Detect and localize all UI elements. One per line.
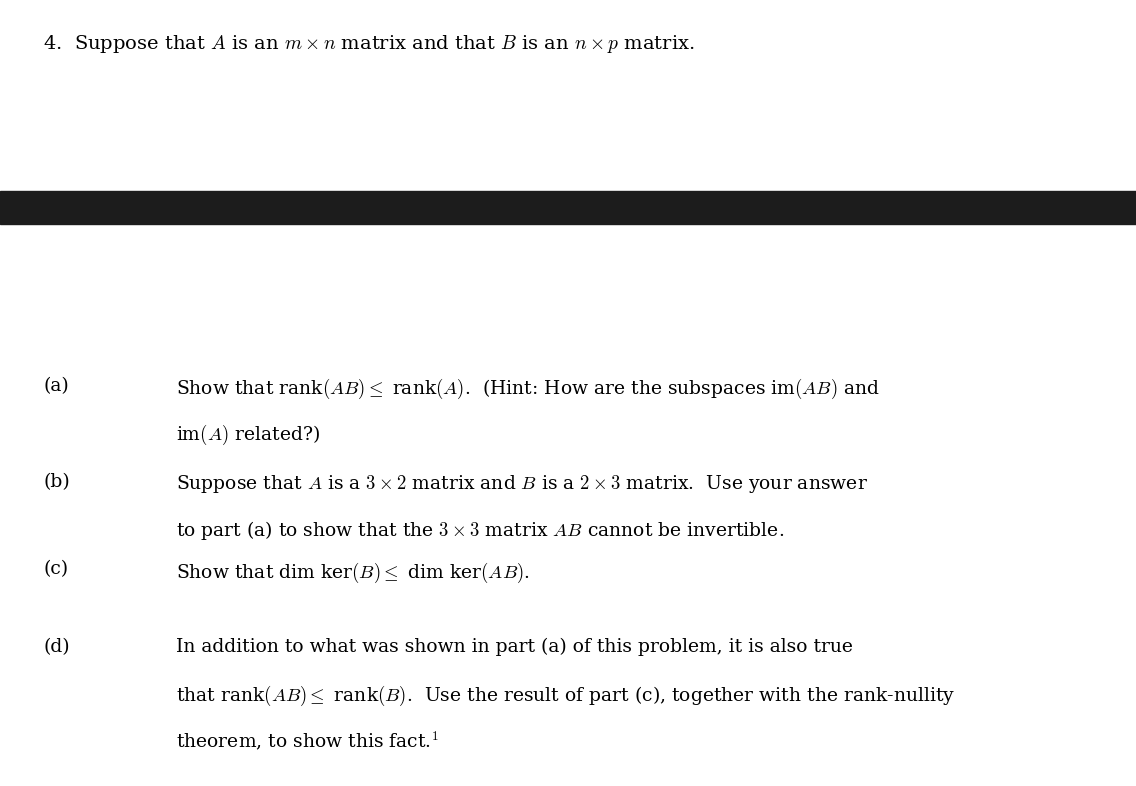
Text: that rank$(AB) \leq$ rank$(B)$.  Use the result of part (c), together with the r: that rank$(AB) \leq$ rank$(B)$. Use the … [176, 684, 955, 708]
Text: Show that rank$(AB) \leq$ rank$(A)$.  (Hint: How are the subspaces im$(AB)$ and: Show that rank$(AB) \leq$ rank$(A)$. (Hi… [176, 377, 880, 402]
Text: Suppose that $A$ is a $3 \times 2$ matrix and $B$ is a $2 \times 3$ matrix.  Use: Suppose that $A$ is a $3 \times 2$ matri… [176, 473, 868, 495]
Text: (d): (d) [43, 638, 69, 656]
Text: im$(A)$ related?): im$(A)$ related?) [176, 423, 320, 447]
Text: (a): (a) [43, 377, 69, 395]
Text: 4.  Suppose that $A$ is an $m \times n$ matrix and that $B$ is an $n \times p$ m: 4. Suppose that $A$ is an $m \times n$ m… [43, 33, 695, 55]
Bar [0, 191, 1136, 224]
Text: theorem, to show this fact.$^1$: theorem, to show this fact.$^1$ [176, 729, 440, 753]
Text: In addition to what was shown in part (a) of this problem, it is also true: In addition to what was shown in part (a… [176, 638, 853, 656]
Text: Show that dim ker$(B) \leq$ dim ker$(AB)$.: Show that dim ker$(B) \leq$ dim ker$(AB)… [176, 560, 529, 585]
Text: (c): (c) [43, 560, 68, 578]
Text: (b): (b) [43, 473, 70, 491]
Text: to part (a) to show that the $3 \times 3$ matrix $AB$ cannot be invertible.: to part (a) to show that the $3 \times 3… [176, 519, 784, 542]
